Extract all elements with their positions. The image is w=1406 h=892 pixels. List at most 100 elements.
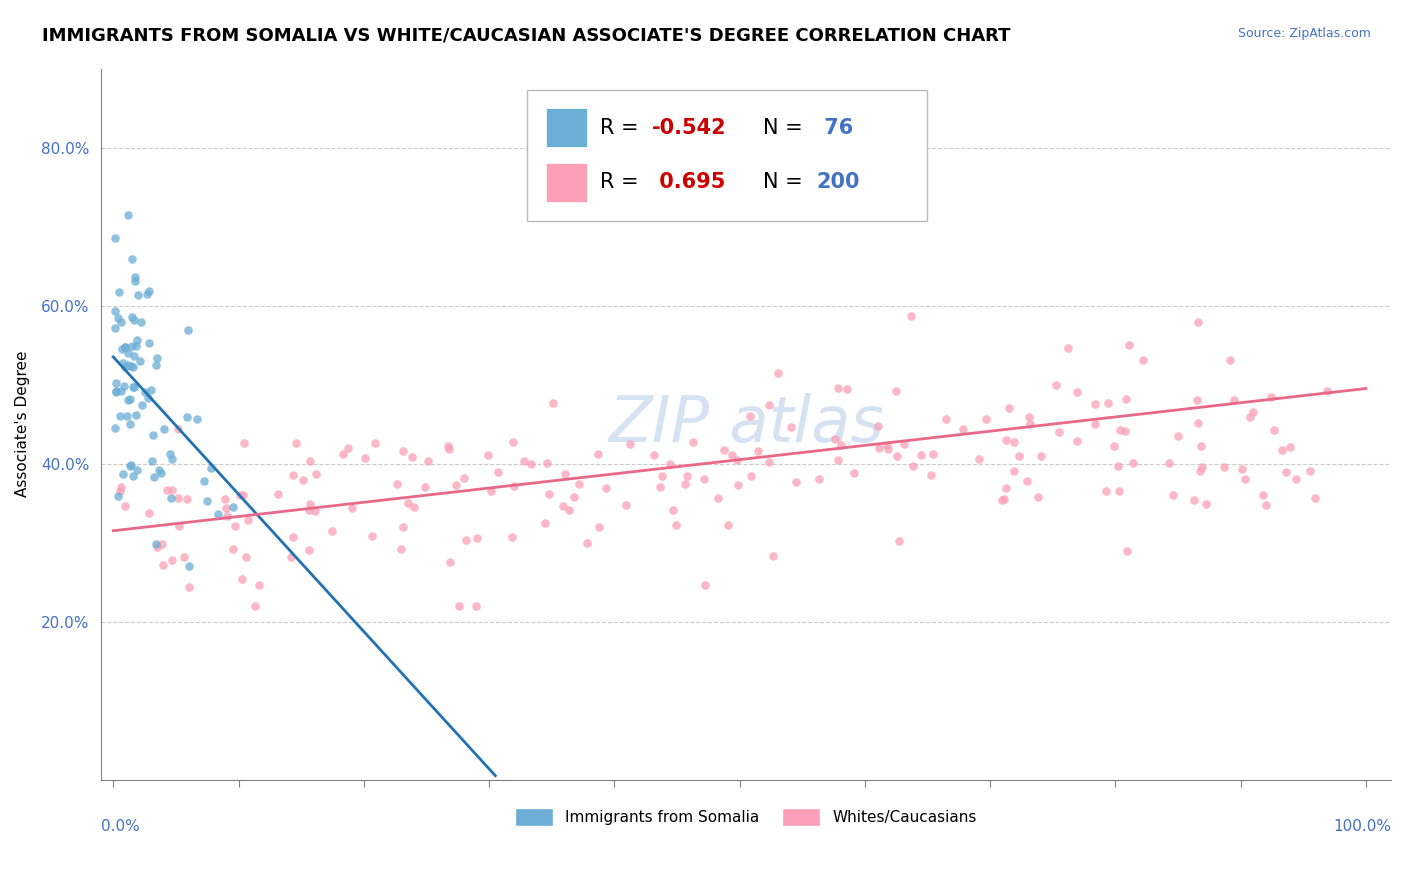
Point — [134, 385, 156, 400]
Point — [236, 513, 259, 527]
Point — [117, 208, 139, 222]
Point — [576, 536, 599, 550]
Point — [1028, 490, 1050, 504]
Point — [402, 500, 425, 515]
Point — [827, 452, 849, 467]
Point — [141, 454, 163, 468]
Point — [824, 432, 846, 446]
Point — [1107, 458, 1129, 473]
Point — [444, 478, 467, 492]
Text: R =: R = — [600, 172, 645, 193]
Point — [974, 412, 997, 426]
Point — [112, 378, 135, 392]
Text: 100.0%: 100.0% — [1333, 819, 1391, 834]
Point — [224, 518, 246, 533]
Point — [138, 335, 160, 350]
Point — [436, 439, 458, 453]
Point — [998, 401, 1021, 415]
Point — [125, 339, 148, 353]
Point — [107, 489, 129, 503]
Point — [900, 309, 922, 323]
Point — [107, 310, 129, 325]
Point — [740, 409, 762, 424]
Point — [103, 421, 125, 435]
Point — [588, 520, 610, 534]
Point — [558, 503, 581, 517]
Point — [222, 500, 245, 514]
Point — [389, 542, 412, 557]
Point — [650, 480, 672, 494]
Bar — [546, 108, 588, 147]
Point — [762, 549, 785, 563]
Point — [725, 452, 748, 467]
Point — [1230, 461, 1253, 475]
Point — [385, 477, 408, 491]
Point — [145, 358, 167, 372]
Point — [235, 549, 257, 564]
Point — [195, 493, 218, 508]
Point — [117, 392, 139, 407]
Point — [1299, 464, 1322, 478]
Point — [995, 481, 1018, 495]
Point — [519, 458, 541, 472]
Point — [866, 418, 889, 433]
Point — [305, 467, 328, 481]
Point — [321, 524, 343, 538]
Point — [952, 422, 974, 436]
Point — [1114, 424, 1136, 438]
Point — [682, 435, 704, 450]
Point — [1097, 396, 1119, 410]
Point — [120, 458, 142, 472]
Point — [1219, 352, 1241, 367]
Point — [120, 459, 142, 474]
Point — [233, 436, 256, 450]
Point — [830, 438, 852, 452]
Point — [439, 442, 461, 457]
Point — [1270, 442, 1292, 457]
Point — [901, 459, 924, 474]
Point — [1233, 473, 1256, 487]
Point — [512, 454, 534, 468]
Point — [1285, 472, 1308, 486]
Point — [1132, 352, 1154, 367]
Point — [1017, 475, 1039, 489]
Point — [808, 472, 831, 486]
Point — [1084, 417, 1107, 431]
Point — [121, 339, 143, 353]
Point — [415, 480, 437, 494]
Point — [124, 274, 146, 288]
Point — [1316, 384, 1339, 399]
Point — [299, 454, 322, 468]
Point — [503, 479, 526, 493]
Point — [173, 549, 195, 564]
Y-axis label: Associate's Degree: Associate's Degree — [15, 351, 30, 498]
Point — [1187, 315, 1209, 329]
Point — [568, 477, 591, 491]
Text: N =: N = — [762, 172, 808, 193]
Point — [876, 438, 898, 452]
Point — [124, 270, 146, 285]
Point — [110, 384, 132, 398]
Point — [662, 503, 685, 517]
Point — [120, 359, 142, 373]
Point — [103, 231, 125, 245]
Point — [780, 419, 803, 434]
Point — [117, 346, 139, 360]
Point — [145, 351, 167, 365]
Point — [138, 284, 160, 298]
Point — [392, 444, 415, 458]
Point — [707, 491, 730, 506]
Point — [108, 483, 131, 498]
Point — [284, 436, 307, 450]
Point — [1066, 385, 1088, 400]
Point — [1303, 491, 1326, 505]
Point — [104, 321, 127, 335]
Point — [267, 487, 290, 501]
Point — [588, 447, 610, 461]
Point — [665, 518, 688, 533]
Point — [162, 452, 184, 467]
Point — [1029, 449, 1052, 463]
Point — [676, 468, 699, 483]
Point — [447, 599, 470, 613]
Point — [114, 499, 136, 513]
